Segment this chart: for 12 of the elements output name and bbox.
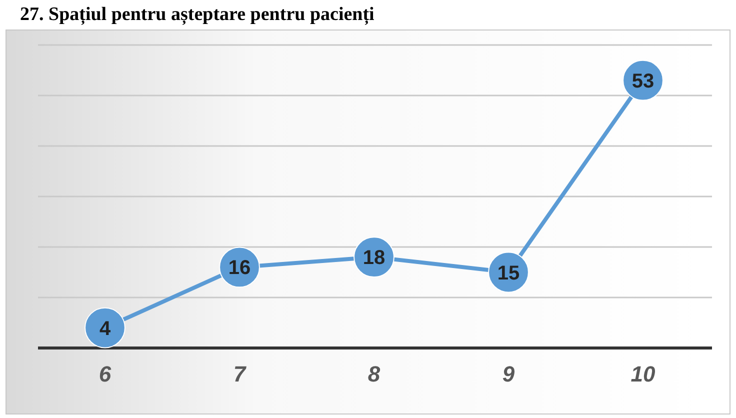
x-tick-label: 7 xyxy=(233,362,248,387)
data-label: 18 xyxy=(362,247,386,270)
chart-title: 27. Spațiul pentru așteptare pentru pacienți xyxy=(20,4,374,25)
data-label: 15 xyxy=(497,262,520,284)
x-tick-label: 9 xyxy=(502,362,516,387)
x-tick-label: 6 xyxy=(98,362,112,387)
data-label: 16 xyxy=(228,257,251,280)
x-tick-label: 8 xyxy=(368,362,381,387)
x-tick-label: 10 xyxy=(630,362,656,387)
data-label: 4 xyxy=(99,318,112,340)
data-label: 53 xyxy=(632,70,654,92)
point xyxy=(84,307,126,348)
